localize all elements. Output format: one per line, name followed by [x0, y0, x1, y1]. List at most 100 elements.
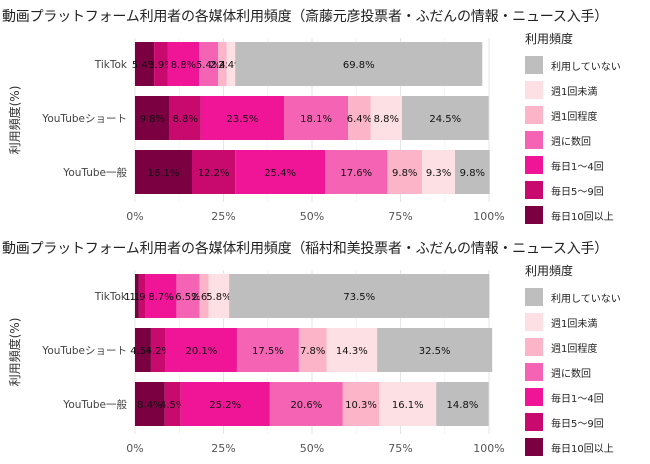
bar-segment	[326, 328, 378, 372]
legend: 利用頻度 利用していない 週1回未満 週1回程度 週に数回 毎日1～4回 毎日5～9回 毎日…	[525, 30, 647, 228]
legend-item: 毎日10回以上	[525, 203, 647, 227]
bar-segment	[176, 274, 200, 318]
bar-segment	[226, 42, 236, 86]
bar-segment	[401, 96, 489, 140]
data-label: 32.5%	[419, 346, 451, 357]
legend-item: 週に数回	[525, 128, 647, 152]
bar-segment	[235, 150, 326, 194]
legend-label: 週に数回	[551, 136, 591, 148]
legend-label: 毎日10回以上	[551, 211, 614, 223]
data-label: 12.2%	[198, 168, 230, 179]
data-label: 9.3%	[426, 168, 451, 179]
x-tick-label: 0%	[126, 442, 143, 455]
x-tick-label: 25%	[211, 442, 235, 455]
bar-segment	[180, 382, 270, 426]
data-label: 73.5%	[343, 292, 375, 303]
bar-segment	[235, 42, 483, 86]
legend-label: 週1回程度	[551, 111, 598, 123]
bar-segment	[138, 274, 146, 318]
bar-segment	[165, 328, 237, 372]
x-tick-label: 50%	[300, 442, 324, 455]
x-tick-label: 75%	[388, 442, 412, 455]
legend-swatch	[525, 206, 543, 224]
data-label: 17.5%	[252, 346, 284, 357]
bar-segment	[145, 274, 177, 318]
legend-item: 週1回程度	[525, 103, 647, 127]
data-label: 5.4%	[132, 60, 157, 71]
data-label: 9.8%	[392, 168, 417, 179]
legend-swatch	[525, 388, 543, 406]
bar-segment	[208, 274, 230, 318]
legend-swatch	[525, 338, 543, 356]
legend-swatch	[525, 81, 543, 99]
y-axis-label: 利用頻度(%)	[7, 86, 22, 155]
legend-label: 週に数回	[551, 368, 591, 380]
data-label: 14.3%	[336, 346, 368, 357]
legend-item: 利用していない	[525, 53, 647, 77]
legend: 利用頻度 利用していない週1回未満週1回程度週に数回毎日1～4回毎日5～9回 毎日…	[525, 262, 647, 460]
legend-item: 利用していない	[525, 285, 647, 309]
y-category-label: TikTok	[94, 291, 128, 303]
x-tick-label: 25%	[211, 210, 235, 223]
bar-segment	[135, 150, 192, 194]
chart-title: 動画プラットフォーム利用者の各媒体利用頻度（斎藤元彦投票者・ふだんの情報・ニュー…	[2, 9, 609, 25]
legend-swatch	[525, 288, 543, 306]
data-label: 25.4%	[264, 168, 296, 179]
legend-item: 毎日5～9回	[525, 178, 647, 202]
data-label: 8.7%	[148, 292, 173, 303]
legend-label: 毎日5～9回	[551, 418, 604, 430]
data-label: 20.1%	[185, 346, 217, 357]
bar-segment	[169, 96, 201, 140]
data-label: 1.9%	[130, 292, 155, 303]
legend-swatch	[525, 106, 543, 124]
bar-segment	[298, 328, 327, 372]
legend-item: 週に数回	[525, 360, 647, 384]
bar-segment	[199, 274, 209, 318]
y-category-label: YouTube一般	[62, 166, 127, 179]
data-label: 2.4%	[218, 60, 243, 71]
y-category-label: YouTubeショート	[41, 113, 127, 125]
data-label: 20.6%	[290, 400, 322, 411]
data-label: 17.6%	[340, 168, 372, 179]
bar-segment	[379, 382, 437, 426]
legend-swatch	[525, 181, 543, 199]
legend-label: 週1回未満	[551, 318, 598, 330]
legend-title: 利用頻度	[525, 264, 574, 278]
data-label: 6.5%	[175, 292, 200, 303]
legend-item: 週1回程度	[525, 335, 647, 359]
bar-segment	[135, 96, 170, 140]
bar-segment	[135, 42, 155, 86]
bar-segment	[325, 150, 388, 194]
data-label: 10.3%	[345, 400, 377, 411]
bar-segment	[154, 42, 168, 86]
y-category-label: YouTube一般	[62, 398, 127, 411]
bar-segment	[135, 274, 139, 318]
bar-segment	[342, 382, 380, 426]
data-label: 4.5%	[130, 346, 155, 357]
data-label: 16.1%	[392, 400, 424, 411]
legend-item: 週1回未満	[525, 78, 647, 102]
data-label: 14.8%	[447, 400, 479, 411]
stacked-bar-chart-inamura: 0% 25% 50% 75% 100% 利用頻度(%) TikTok1.1%1.9%8.7%…	[7, 270, 505, 455]
legend-item: 週1回未満	[525, 310, 647, 334]
bar-segment	[199, 42, 219, 86]
bar-segment	[348, 96, 371, 140]
legend-swatch	[525, 363, 543, 381]
data-label: 9.8%	[140, 114, 165, 125]
bar-segment	[284, 96, 349, 140]
legend-swatch	[525, 131, 543, 149]
data-label: 23.5%	[227, 114, 259, 125]
chart-panel-saito: 0% 25% 50% 75% 100% 利用頻度(%) TikTok 5.4% 3.9% 8.8%…	[2, 9, 647, 228]
bar-segment	[436, 382, 489, 426]
legend-item: 毎日1～4回	[525, 153, 647, 177]
data-label: 7.8%	[300, 346, 325, 357]
bar-segment	[455, 150, 490, 194]
data-label: 1.1%	[124, 292, 149, 303]
legend-item: 毎日1～4回	[525, 385, 647, 409]
bar-segment	[218, 42, 227, 86]
data-label: 8.4%	[137, 400, 162, 411]
data-label: 69.8%	[343, 60, 375, 71]
chart-panel-inamura: 0% 25% 50% 75% 100% 利用頻度(%) TikTok 1.1% 1.9% 8.7%…	[0, 232, 650, 464]
bar-segment	[135, 328, 151, 372]
legend-label: 毎日10回以上	[551, 443, 614, 455]
